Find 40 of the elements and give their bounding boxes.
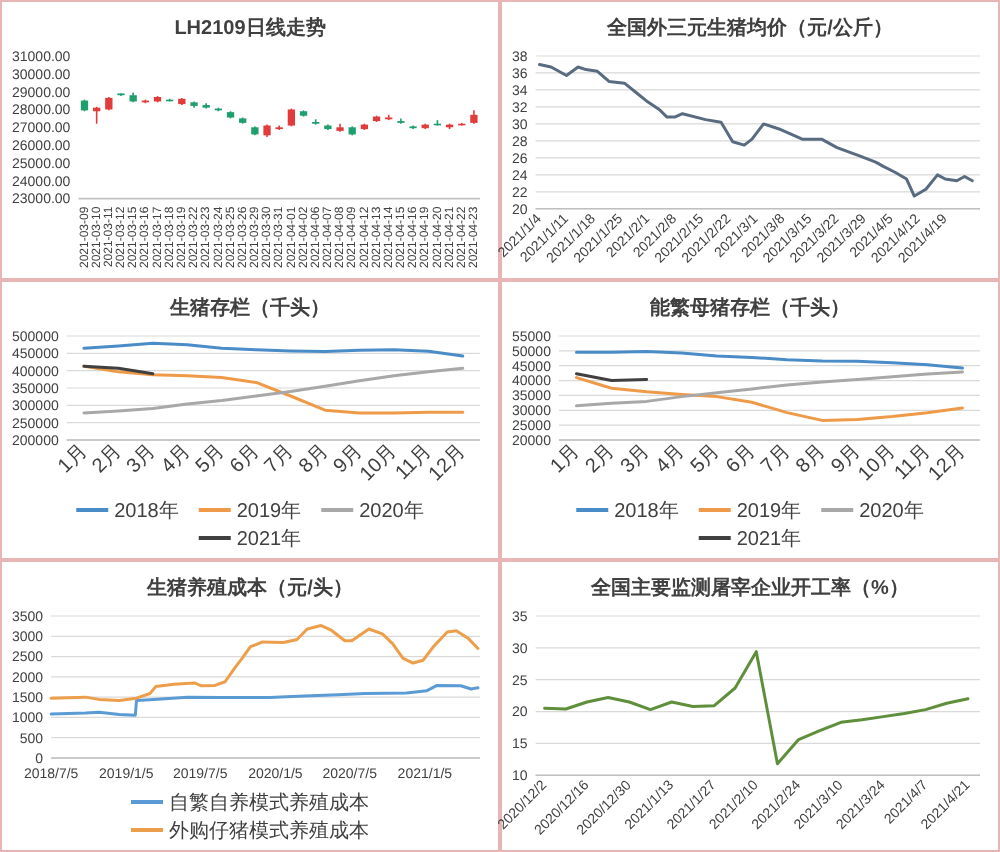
- legend-label: 2020年: [859, 499, 924, 523]
- chart-title: LH2109日线走势: [174, 16, 326, 40]
- legend-label: 2019年: [736, 499, 802, 523]
- legend-label: 2020年: [359, 499, 424, 523]
- chart-title: 生猪养殖成本（元/头）: [145, 576, 353, 600]
- legend-label: 2021年: [236, 527, 302, 551]
- x-tick-label: 8月: [295, 440, 333, 478]
- x-tick-label: 8月: [792, 440, 831, 478]
- x-tick-label: 6月: [226, 440, 265, 478]
- x-tick-label: 4月: [157, 440, 196, 478]
- x-tick-label: 3月: [617, 440, 655, 478]
- legend-label: 2018年: [114, 499, 179, 523]
- line-series: [49, 624, 480, 703]
- chart-title: 生猪存栏（千头）: [168, 296, 330, 320]
- legend-label: 2018年: [614, 499, 679, 523]
- chart-title: 全国主要监测屠宰企业开工率（%）: [589, 576, 909, 600]
- x-tick-label: 7月: [757, 440, 795, 478]
- line-series: [574, 370, 964, 408]
- x-tick-label: 2月: [88, 440, 127, 478]
- line-series: [574, 376, 964, 422]
- x-tick-label: 5月: [687, 440, 725, 478]
- x-tick-label: 1月: [54, 440, 92, 478]
- legend-label: 外购仔猪模式养殖成本: [169, 819, 369, 843]
- x-tick-label: 3月: [123, 440, 161, 478]
- x-tick-label: 4月: [652, 440, 690, 478]
- legend-label: 2021年: [736, 527, 802, 551]
- x-tick-label: 2月: [581, 440, 620, 478]
- line-series: [574, 349, 964, 370]
- x-tick-label: 7月: [260, 440, 299, 478]
- line-series: [537, 62, 974, 198]
- x-tick-label: 5月: [192, 440, 230, 478]
- chart-title: 能繁母猪存栏（千头）: [650, 296, 850, 320]
- legend-label: 2019年: [236, 499, 302, 523]
- line-series: [49, 683, 480, 717]
- line-series: [82, 341, 465, 358]
- x-tick-label: 6月: [722, 440, 760, 478]
- line-series: [543, 650, 970, 766]
- chart-title: 全国外三元生猪均价（元/公斤）: [605, 16, 893, 40]
- legend-label: 自繁自养模式养殖成本: [169, 791, 369, 815]
- x-tick-label: 1月: [546, 440, 585, 478]
